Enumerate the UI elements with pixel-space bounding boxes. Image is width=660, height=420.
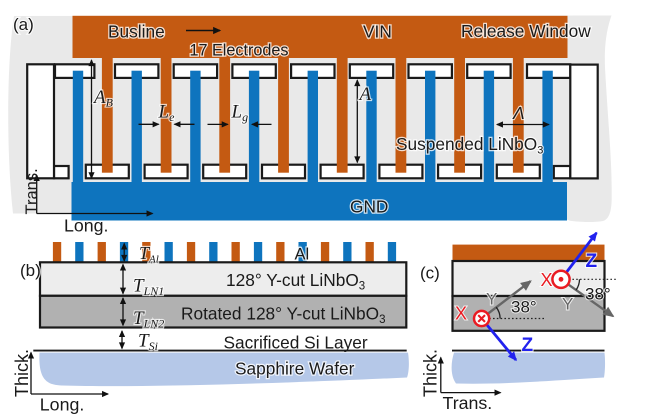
svg-text:Thick.: Thick. <box>421 349 441 397</box>
svg-text:GND: GND <box>350 197 388 217</box>
svg-text:Thick.: Thick. <box>12 349 32 397</box>
svg-text:Trans.: Trans. <box>443 393 493 413</box>
svg-text:Busline: Busline <box>108 22 165 42</box>
svg-text:(c): (c) <box>420 264 440 283</box>
svg-text:Release Window: Release Window <box>461 21 591 41</box>
svg-text:Trans.: Trans. <box>23 168 41 214</box>
svg-text:X: X <box>455 304 467 324</box>
svg-text:Z: Z <box>586 251 598 272</box>
svg-text:(b): (b) <box>20 261 41 280</box>
svg-text:X: X <box>541 270 553 290</box>
svg-text:17 Electrodes: 17 Electrodes <box>190 42 289 60</box>
svg-text:VIN: VIN <box>363 22 392 42</box>
svg-text:Y: Y <box>562 295 573 314</box>
svg-text:Sapphire Wafer: Sapphire Wafer <box>235 359 355 379</box>
svg-text:Z: Z <box>522 335 534 356</box>
svg-text:(a): (a) <box>13 15 34 34</box>
svg-text:Long.: Long. <box>40 395 85 415</box>
svg-text:Al: Al <box>295 246 310 264</box>
svg-text:Rotated 128° Y-cut LiNbO3: Rotated 128° Y-cut LiNbO3 <box>181 304 386 327</box>
svg-text:Λ: Λ <box>512 103 525 123</box>
svg-text:Suspended LiNbO3: Suspended LiNbO3 <box>396 134 543 157</box>
svg-text:Sacrificed Si Layer: Sacrificed Si Layer <box>224 333 368 353</box>
svg-text:A: A <box>358 84 372 105</box>
svg-text:38°: 38° <box>511 298 537 317</box>
svg-text:128° Y-cut LiNbO3: 128° Y-cut LiNbO3 <box>226 270 365 293</box>
svg-text:Long.: Long. <box>64 216 109 236</box>
svg-text:38°: 38° <box>585 285 611 304</box>
svg-text:Y: Y <box>486 290 497 309</box>
